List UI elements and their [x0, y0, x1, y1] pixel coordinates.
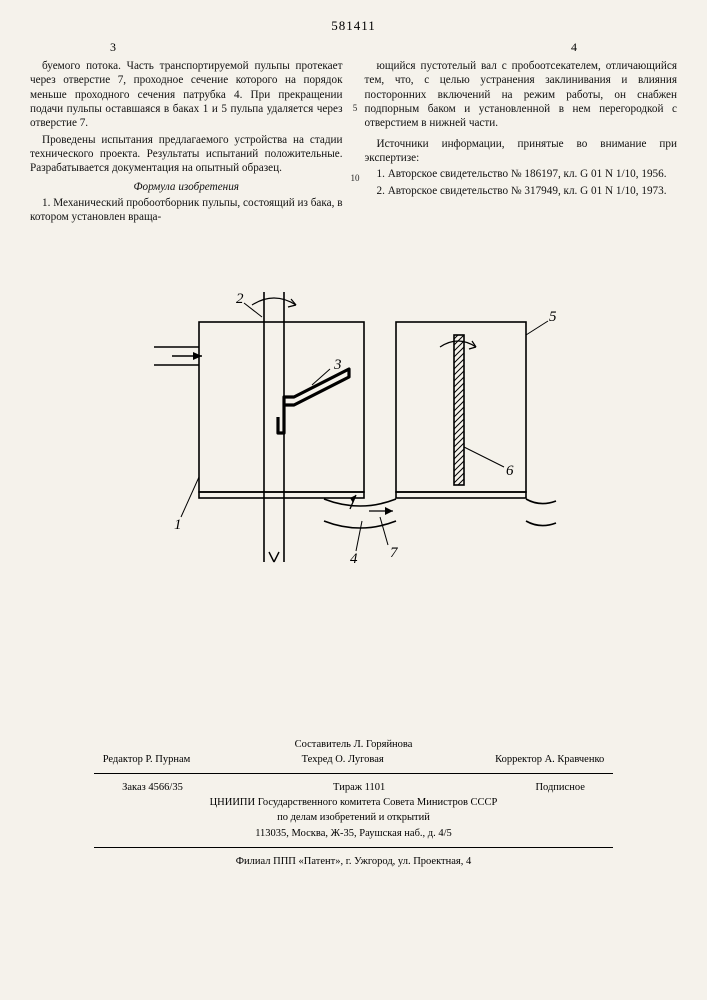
fig-label-5: 5 — [549, 309, 557, 325]
para: ющийся пустотелый вал с пробоотсекателем… — [365, 59, 678, 131]
order-number: Заказ 4566/35 — [122, 780, 183, 795]
technical-drawing: 1 2 3 4 5 6 7 — [144, 277, 564, 587]
fig-label-2: 2 — [236, 291, 244, 307]
circulation: Тираж 1101 — [333, 780, 385, 795]
fig-label-3: 3 — [333, 357, 342, 373]
credit-editor: Редактор Р. Пурнам — [103, 752, 191, 767]
sources-title: Источники информации, принятые во вниман… — [365, 137, 678, 166]
line-number-5: 5 — [347, 103, 363, 115]
address: 113035, Москва, Ж-35, Раушская наб., д. … — [54, 826, 653, 841]
publisher-2: по делам изобретений и открытий — [54, 810, 653, 825]
formula-title: Формула изобретения — [30, 180, 343, 194]
publisher-1: ЦНИИПИ Государственного комитета Совета … — [54, 795, 653, 810]
page-numbers: 3 4 — [30, 40, 677, 59]
source-item: 2. Авторское свидетельство № 317949, кл.… — [365, 184, 678, 198]
imprint-block: Составитель Л. Горяйнова Редактор Р. Пур… — [30, 737, 677, 870]
fig-label-1: 1 — [174, 517, 182, 533]
credit-tech: Техред О. Луговая — [302, 752, 384, 767]
column-right: ющийся пустотелый вал с пробоотсекателем… — [365, 59, 678, 227]
page-num-right: 4 — [571, 40, 577, 55]
credit-compiler: Составитель Л. Горяйнова — [54, 737, 653, 752]
page-num-left: 3 — [110, 40, 116, 55]
document-number: 581411 — [30, 18, 677, 34]
para: буемого потока. Часть транспортируемой п… — [30, 59, 343, 131]
subscription: Подписное — [535, 780, 584, 795]
line-number-10: 10 — [347, 173, 363, 185]
credit-proof: Корректор А. Кравченко — [495, 752, 604, 767]
para: Проведены испытания предлагаемого устрой… — [30, 133, 343, 176]
branch: Филиал ППП «Патент», г. Ужгород, ул. Про… — [54, 854, 653, 869]
fig-label-6: 6 — [506, 463, 514, 479]
source-item: 1. Авторское свидетельство № 186197, кл.… — [365, 167, 678, 181]
text-columns: 5 10 буемого потока. Часть транспортируе… — [30, 59, 677, 227]
para: 1. Механический пробоотборник пульпы, со… — [30, 196, 343, 225]
column-left: буемого потока. Часть транспортируемой п… — [30, 59, 343, 227]
fig-label-4: 4 — [350, 551, 358, 567]
fig-label-7: 7 — [390, 545, 399, 561]
